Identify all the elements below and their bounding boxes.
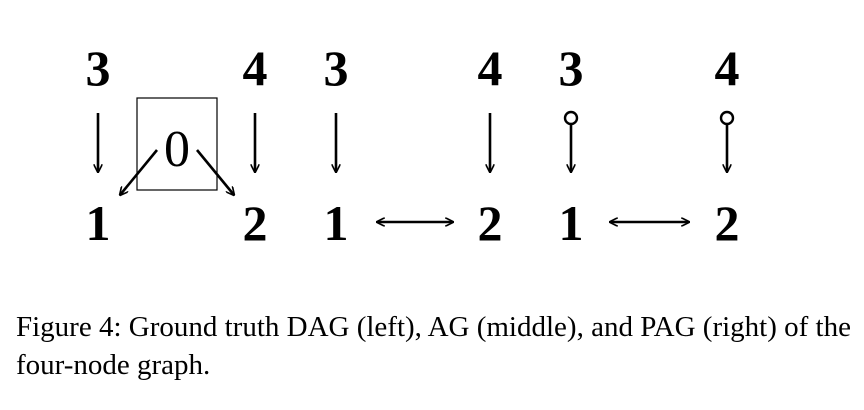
latent-node-label: 0 <box>164 121 190 178</box>
ag-node-2: 2 <box>478 195 503 251</box>
figure-caption: Figure 4: Ground truth DAG (left), AG (m… <box>16 311 851 381</box>
dag-node-4: 4 <box>243 40 268 96</box>
causal-graphs-figure: 3 4 1 2 0 3 4 1 2 3 4 1 2 <box>86 40 740 251</box>
dag-edge-0-to-2 <box>195 149 234 195</box>
pag-circle-mark-3 <box>563 110 579 126</box>
dag-edge-0-to-1 <box>120 149 159 195</box>
ag-graph: 3 4 1 2 <box>324 40 503 251</box>
pag-circle-mark-4 <box>719 110 735 126</box>
latent-node-box <box>136 97 218 191</box>
dag-graph: 3 4 1 2 0 <box>86 40 268 251</box>
ag-node-3: 3 <box>324 40 349 96</box>
ag-node-4: 4 <box>478 40 503 96</box>
dag-node-2: 2 <box>243 195 268 251</box>
dag-node-3: 3 <box>86 40 111 96</box>
ag-node-1: 1 <box>324 195 349 251</box>
pag-node-2: 2 <box>715 195 740 251</box>
pag-graph: 3 4 1 2 <box>559 40 740 251</box>
dag-node-1: 1 <box>86 195 111 251</box>
pag-node-3: 3 <box>559 40 584 96</box>
pag-node-4: 4 <box>715 40 740 96</box>
pag-node-1: 1 <box>559 195 584 251</box>
